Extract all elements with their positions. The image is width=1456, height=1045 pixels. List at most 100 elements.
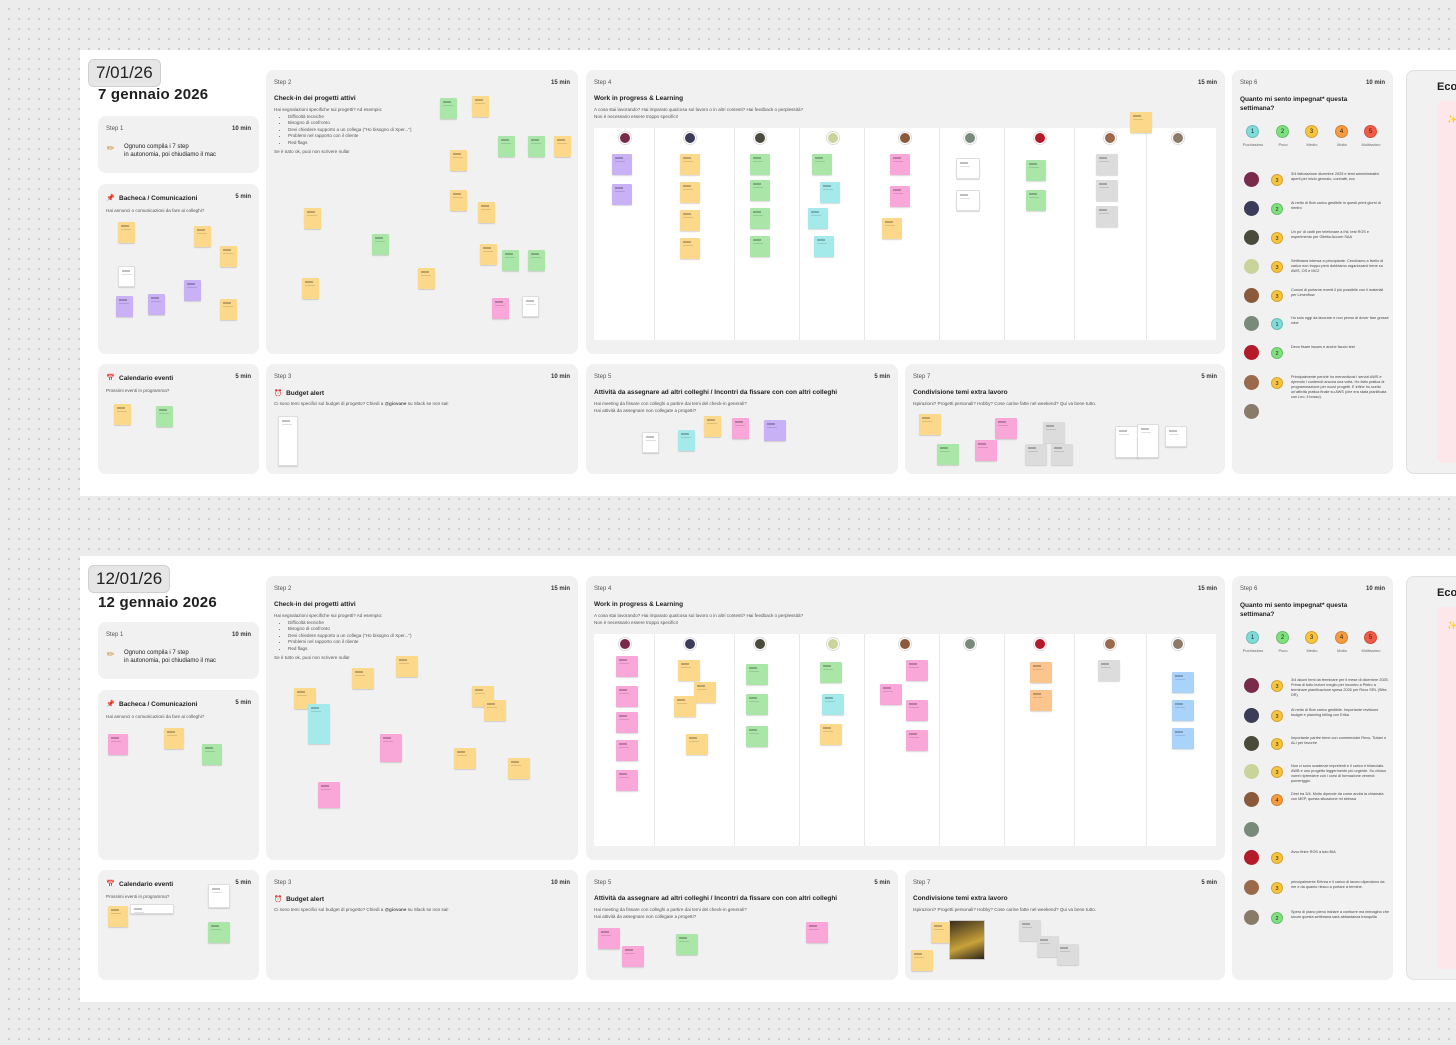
sticky-note[interactable] bbox=[919, 414, 941, 435]
sticky-note[interactable] bbox=[380, 734, 402, 762]
sticky-note[interactable] bbox=[372, 234, 389, 255]
sticky-note[interactable] bbox=[1096, 180, 1118, 201]
sticky-note[interactable] bbox=[764, 420, 786, 441]
avatar[interactable] bbox=[1104, 132, 1116, 144]
sticky-note[interactable] bbox=[220, 299, 237, 320]
sticky-note[interactable] bbox=[148, 294, 165, 315]
sticky-note[interactable] bbox=[820, 182, 840, 203]
avatar[interactable] bbox=[1244, 708, 1259, 723]
sticky-note[interactable] bbox=[680, 238, 700, 259]
sticky-note[interactable] bbox=[995, 418, 1017, 439]
sticky-note[interactable] bbox=[418, 268, 435, 289]
sticky-note[interactable] bbox=[882, 218, 902, 239]
sticky-note[interactable] bbox=[674, 696, 696, 717]
avatar[interactable] bbox=[619, 638, 631, 650]
sticky-note[interactable] bbox=[1096, 154, 1118, 175]
avatar[interactable] bbox=[1244, 230, 1259, 245]
sticky-note[interactable] bbox=[750, 208, 770, 229]
sticky-note[interactable] bbox=[814, 236, 834, 257]
mention[interactable]: @giovane bbox=[384, 907, 407, 912]
sticky-note[interactable] bbox=[194, 226, 211, 247]
sticky-note[interactable] bbox=[352, 668, 374, 689]
sticky-note[interactable] bbox=[454, 748, 476, 769]
sticky-note[interactable] bbox=[820, 662, 842, 683]
sticky-note[interactable] bbox=[208, 884, 230, 908]
sticky-note[interactable] bbox=[302, 278, 319, 299]
sticky-note[interactable] bbox=[108, 734, 128, 755]
date-chip[interactable]: 12/01/26 bbox=[88, 565, 171, 593]
sticky-note[interactable] bbox=[732, 418, 749, 439]
sticky-note[interactable] bbox=[906, 730, 928, 751]
avatar[interactable] bbox=[754, 132, 766, 144]
avatar[interactable] bbox=[1244, 404, 1259, 419]
avatar[interactable] bbox=[1244, 736, 1259, 751]
sticky-note[interactable] bbox=[114, 404, 131, 425]
sticky-note[interactable] bbox=[746, 664, 768, 685]
sticky-note[interactable] bbox=[184, 280, 201, 301]
sticky-note[interactable] bbox=[956, 158, 980, 179]
sticky-note[interactable] bbox=[1057, 944, 1079, 965]
sticky-note[interactable] bbox=[616, 686, 638, 707]
avatar[interactable] bbox=[1244, 678, 1259, 693]
avatar[interactable] bbox=[1172, 638, 1184, 650]
avatar[interactable] bbox=[1244, 201, 1259, 216]
sticky-note[interactable] bbox=[484, 700, 506, 721]
sticky-note[interactable] bbox=[678, 660, 700, 681]
avatar[interactable] bbox=[1244, 259, 1259, 274]
photo[interactable] bbox=[949, 920, 985, 960]
sticky-note[interactable] bbox=[746, 726, 768, 747]
sticky-note[interactable] bbox=[116, 296, 133, 317]
sticky-note[interactable] bbox=[931, 922, 953, 943]
sticky-note[interactable] bbox=[1098, 660, 1120, 681]
avatar[interactable] bbox=[827, 132, 839, 144]
sticky-note[interactable] bbox=[704, 416, 721, 437]
sticky-note[interactable] bbox=[318, 782, 340, 808]
sticky-note[interactable] bbox=[220, 246, 237, 267]
avatar[interactable] bbox=[1244, 345, 1259, 360]
sticky-note[interactable] bbox=[480, 244, 497, 265]
avatar[interactable] bbox=[619, 132, 631, 144]
sticky-note[interactable] bbox=[1172, 700, 1194, 721]
sticky-note[interactable] bbox=[1172, 728, 1194, 749]
sticky-note[interactable] bbox=[937, 444, 959, 465]
sticky-note[interactable] bbox=[616, 740, 638, 761]
sticky-note[interactable] bbox=[598, 928, 620, 949]
sticky-note[interactable] bbox=[440, 98, 457, 119]
sticky-note[interactable] bbox=[612, 154, 632, 175]
sticky-note[interactable] bbox=[1130, 112, 1152, 133]
avatar[interactable] bbox=[964, 638, 976, 650]
sticky-note[interactable] bbox=[911, 950, 933, 971]
avatar[interactable] bbox=[684, 638, 696, 650]
sticky-note[interactable] bbox=[492, 298, 509, 319]
avatar[interactable] bbox=[1034, 638, 1046, 650]
sticky-note[interactable] bbox=[1025, 444, 1047, 465]
sticky-note[interactable] bbox=[906, 700, 928, 721]
sticky-note[interactable] bbox=[822, 694, 844, 715]
sticky-note[interactable] bbox=[108, 906, 128, 927]
sticky-note[interactable] bbox=[956, 190, 980, 211]
avatar[interactable] bbox=[1244, 792, 1259, 807]
sticky-note[interactable] bbox=[472, 96, 489, 117]
sticky-note[interactable] bbox=[528, 136, 545, 157]
sticky-note[interactable] bbox=[1115, 426, 1139, 458]
avatar[interactable] bbox=[1244, 880, 1259, 895]
sticky-note[interactable] bbox=[750, 236, 770, 257]
sticky-note[interactable] bbox=[156, 406, 173, 427]
sticky-note[interactable] bbox=[522, 296, 539, 317]
sticky-note[interactable] bbox=[890, 186, 910, 207]
sticky-note[interactable] bbox=[508, 758, 530, 779]
sticky-note[interactable] bbox=[612, 184, 632, 205]
sticky-note[interactable] bbox=[1043, 422, 1065, 443]
sticky-note[interactable] bbox=[208, 922, 230, 943]
sticky-note[interactable] bbox=[820, 724, 842, 745]
sticky-note[interactable] bbox=[906, 660, 928, 681]
avatar[interactable] bbox=[684, 132, 696, 144]
sticky-note[interactable] bbox=[1019, 920, 1041, 941]
sticky-note[interactable] bbox=[890, 154, 910, 175]
avatar[interactable] bbox=[754, 638, 766, 650]
sticky-note[interactable] bbox=[1051, 444, 1073, 465]
sticky-note[interactable] bbox=[1026, 160, 1046, 181]
avatar[interactable] bbox=[1244, 375, 1259, 390]
sticky-note[interactable] bbox=[164, 728, 184, 749]
sticky-note[interactable] bbox=[686, 734, 708, 755]
